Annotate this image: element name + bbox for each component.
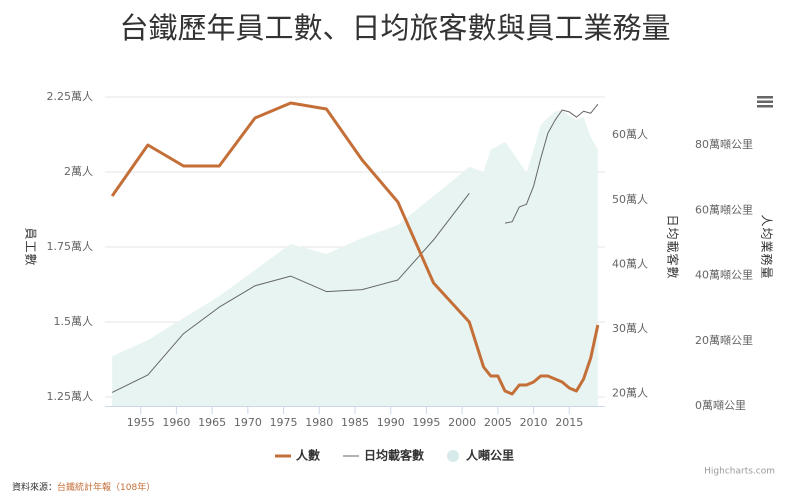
source: 資料來源：台鐵統計年報（108年） — [12, 481, 155, 493]
y2-tick-label: 40萬人 — [612, 257, 648, 270]
chart-title: 台鐵歷年員工數、日均旅客數與員工業務量 — [119, 11, 670, 45]
x-tick-label: 2010 — [520, 416, 548, 429]
line — [111, 103, 599, 393]
legend-label: 人數 — [296, 448, 320, 463]
legend-symbol — [447, 450, 459, 462]
x-tick-label: 2000 — [448, 416, 476, 429]
menu-bar — [757, 100, 773, 103]
y3-tick-label: 0萬噸公里 — [695, 398, 746, 412]
y3-tick-label: 60萬噸公里 — [695, 202, 753, 216]
source-link[interactable]: 台鐵統計年報（108年） — [57, 481, 155, 493]
legend-item[interactable]: 人噸公里 — [447, 448, 514, 463]
x-tick-label: 2015 — [555, 416, 583, 429]
menu-bar — [757, 105, 773, 108]
x-tick-label: 1955 — [127, 416, 155, 429]
x-tick-label: 1995 — [412, 416, 440, 429]
y2-tick-label: 60萬人 — [612, 128, 648, 141]
legend-label: 日均載客數 — [364, 448, 424, 463]
y2-tick-label: 50萬人 — [612, 193, 648, 206]
x-tick-label: 1980 — [305, 416, 333, 429]
y2-axis-title: 日均載客數 — [666, 214, 681, 279]
x-tick-label: 1960 — [162, 416, 190, 429]
y3-tick-label: 40萬噸公里 — [695, 268, 753, 282]
x-tick-label: 2005 — [484, 416, 512, 429]
y-tick-label: 1.25萬人 — [47, 390, 94, 403]
y-axis-title: 員工數 — [24, 227, 38, 266]
y3-tick-label: 80萬噸公里 — [695, 137, 753, 151]
legend-item[interactable]: 人數 — [275, 448, 320, 463]
line — [110, 101, 600, 396]
legend-item[interactable]: 日均載客數 — [343, 448, 424, 463]
source-label: 資料來源： — [12, 481, 57, 493]
legend-label: 人噸公里 — [466, 448, 514, 463]
credits: Highcharts.com — [704, 467, 775, 477]
y3-tick-label: 20萬噸公里 — [695, 333, 753, 347]
y-tick-label: 1.75萬人 — [47, 240, 94, 253]
y-tick-label: 1.5萬人 — [54, 315, 94, 328]
x-tick-label: 1990 — [377, 416, 405, 429]
menu-bar — [757, 96, 773, 99]
y3-axis-title: 人均業務量 — [760, 214, 774, 279]
area — [112, 109, 598, 407]
y-tick-label: 2.25萬人 — [47, 90, 94, 103]
x-tick-label: 1970 — [234, 416, 262, 429]
y-tick-label: 2萬人 — [64, 165, 93, 178]
x-tick-label: 1985 — [341, 416, 369, 429]
x-tick-label: 1975 — [270, 416, 298, 429]
menu-button[interactable] — [757, 96, 773, 108]
y2-tick-label: 30萬人 — [612, 322, 648, 335]
x-tick-label: 1965 — [198, 416, 226, 429]
y2-tick-label: 20萬人 — [612, 387, 648, 400]
